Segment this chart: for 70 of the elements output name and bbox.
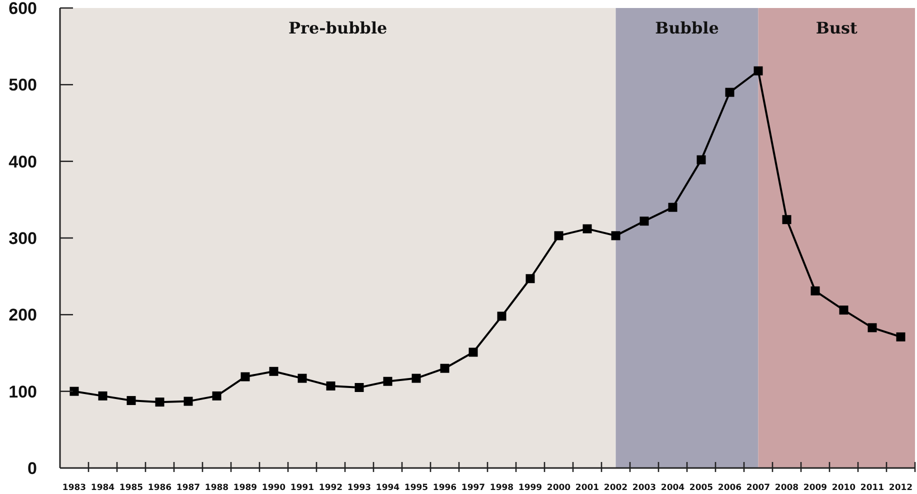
point [668,202,678,212]
point [98,391,108,400]
x-tick-label: 2005 [689,483,714,493]
band-label: Bust [816,18,858,38]
x-tick-label: 1990 [262,483,286,493]
y-tick-label: 500 [8,76,37,95]
point [212,391,222,400]
point [554,231,564,240]
point [782,215,792,224]
point [240,372,250,382]
y-tick-label: 0 [28,459,37,478]
point [640,216,649,226]
point [725,88,734,97]
x-tick-label: 2008 [774,483,799,493]
point [810,286,820,296]
point [184,396,193,406]
x-tick-label: 2012 [888,483,913,493]
point [269,366,278,376]
point [383,376,392,386]
y-tick-label: 400 [8,152,37,172]
point [354,383,364,392]
point [412,374,421,383]
point [298,374,307,383]
x-tick-label: 2006 [718,483,742,493]
x-tick-label: 2003 [632,483,656,493]
point [155,398,164,407]
x-tick-label: 1983 [62,483,86,493]
point [868,323,877,332]
band-label: Bubble [655,18,719,38]
point [611,231,620,240]
x-tick-label: 1998 [490,483,514,493]
x-tick-label: 1996 [432,483,457,493]
x-tick-label: 2000 [546,483,571,493]
y-tick-label: 200 [8,306,37,325]
point [754,66,763,76]
x-tick-label: 1986 [148,483,172,493]
x-tick-label: 1985 [119,483,144,493]
x-tick-label: 1999 [518,483,542,493]
y-tick-label: 100 [8,382,37,402]
x-tick-label: 2002 [604,483,628,493]
point [526,274,535,284]
x-tick-label: 1991 [290,483,314,493]
point [126,396,136,406]
x-tick-label: 2011 [860,483,884,493]
x-tick-label: 2004 [660,483,685,493]
x-tick-label: 2009 [803,483,828,493]
x-tick-label: 2010 [832,483,856,493]
y-tick-label: 300 [8,229,37,248]
x-tick-label: 1994 [376,483,400,493]
x-tick-label: 1989 [233,483,258,493]
point [839,306,848,315]
y-tick-label: 600 [8,0,37,18]
x-tick-label: 1987 [176,483,200,493]
x-tick-label: 2007 [746,483,770,493]
point [440,364,450,373]
x-tick-label: 1988 [204,483,229,493]
x-tick-label: 1997 [461,483,486,493]
point [326,381,336,390]
x-tick-label: 1995 [404,483,428,493]
band-label: Pre-bubble [288,18,388,38]
point [582,224,592,234]
point [896,332,906,342]
point [468,348,478,357]
x-tick-label: 1984 [90,483,115,493]
x-tick-label: 2001 [575,483,600,493]
point [70,386,79,396]
x-tick-label: 1993 [347,483,372,493]
point [696,155,706,164]
x-tick-label: 1992 [318,483,343,493]
point [497,312,506,321]
